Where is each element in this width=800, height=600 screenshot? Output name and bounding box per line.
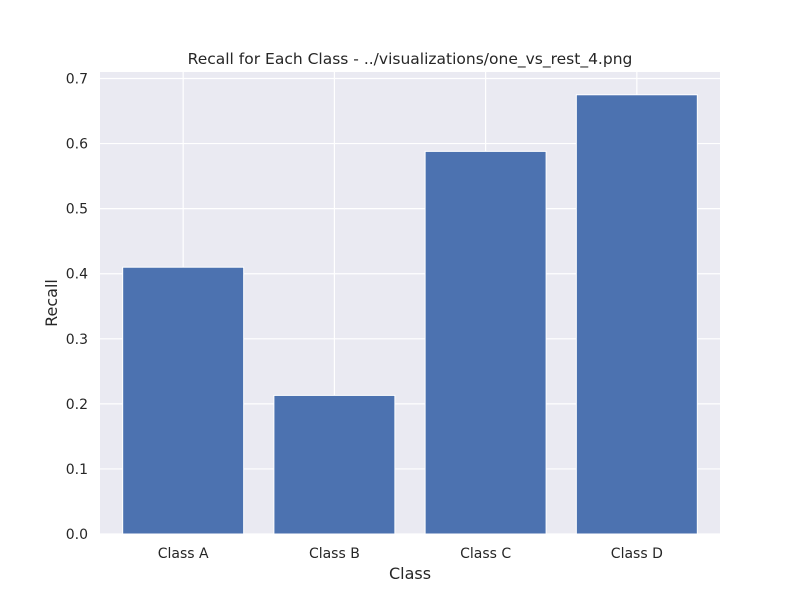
bar-class-d: [575, 94, 698, 535]
bar-class-b: [273, 394, 396, 535]
bar-class-a: [122, 266, 245, 535]
y-axis-label: Recall: [42, 279, 61, 327]
y-tick-label: 0.3: [66, 332, 88, 348]
chart-title: Recall for Each Class - ../visualization…: [188, 50, 633, 69]
x-tick-label: Class A: [158, 546, 209, 562]
x-tick-label: Class D: [611, 546, 663, 562]
y-tick-label: 0.2: [66, 397, 88, 413]
y-tick-label: 0.5: [66, 202, 88, 218]
bars: [122, 94, 698, 535]
x-tick-label: Class C: [460, 546, 511, 562]
x-tick-labels: Class A Class B Class C Class D: [158, 546, 663, 562]
bar-class-c: [424, 150, 547, 535]
y-tick-label: 0.7: [66, 72, 88, 88]
y-tick-label: 0.6: [66, 137, 88, 153]
y-tick-label: 0.1: [66, 462, 88, 478]
x-tick-label: Class B: [309, 546, 360, 562]
y-tick-label: 0.0: [66, 527, 88, 543]
y-tick-labels: 0.0 0.1 0.2 0.3 0.4 0.5 0.6 0.7: [66, 72, 88, 543]
y-tick-label: 0.4: [66, 267, 88, 283]
x-axis-label: Class: [389, 564, 431, 583]
